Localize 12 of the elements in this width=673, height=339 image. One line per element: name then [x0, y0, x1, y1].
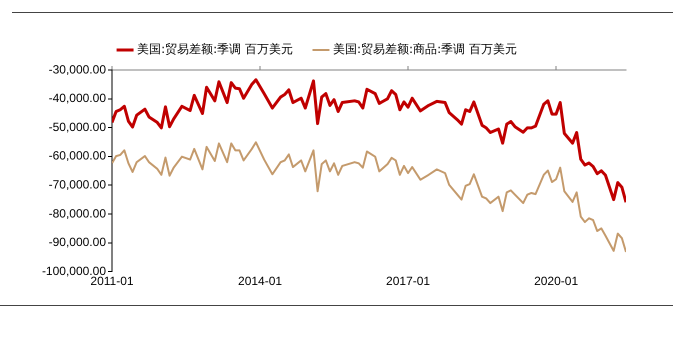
y-tick-label: -50,000.00	[48, 120, 106, 134]
y-tick-label: -80,000.00	[48, 206, 106, 220]
y-tick-label: -90,000.00	[48, 235, 106, 250]
y-tick-label: -40,000.00	[48, 91, 106, 106]
y-tick-label: -60,000.00	[48, 148, 106, 163]
x-tick-label: 2020-01	[534, 274, 578, 288]
y-tick-label: -70,000.00	[48, 178, 106, 192]
legend-label: 美国:贸易差额:季调 百万美元	[137, 42, 293, 56]
y-tick-label: -30,000.00	[48, 62, 106, 76]
x-tick-label: 2017-01	[386, 274, 430, 288]
x-tick-label: 2014-01	[238, 274, 282, 288]
legend-label: 美国:贸易差额:商品:季调 百万美元	[332, 42, 517, 56]
